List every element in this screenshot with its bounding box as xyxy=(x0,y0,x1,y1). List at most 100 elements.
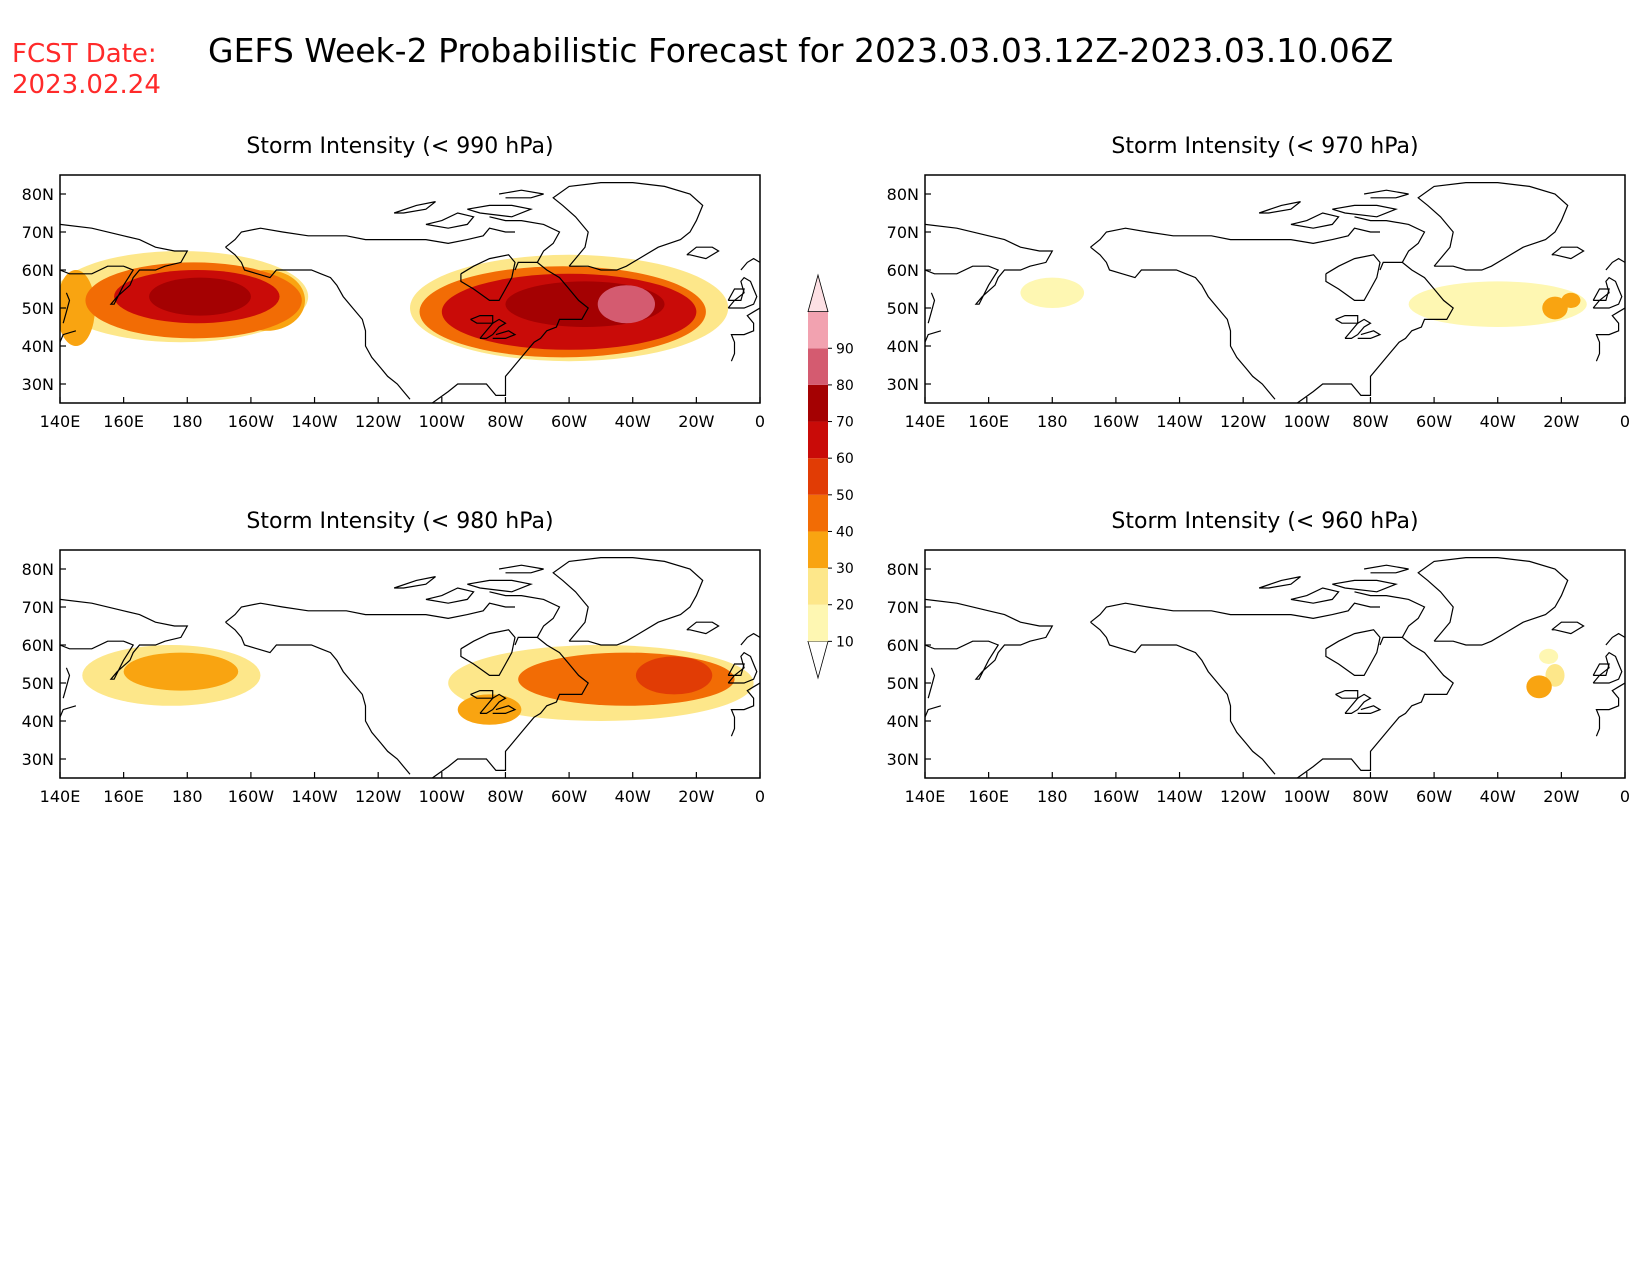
probability-field xyxy=(82,645,754,725)
y-tick-label: 80N xyxy=(887,560,919,579)
coastline xyxy=(1357,705,1382,715)
x-tick-label: 160E xyxy=(103,787,144,806)
x-tick-label: 120W xyxy=(355,412,402,431)
colorbar-swatch xyxy=(808,604,828,642)
probability-blob xyxy=(1545,664,1565,687)
map-frame xyxy=(924,174,1626,404)
coastline xyxy=(727,651,758,684)
x-tick-label: 80W xyxy=(1352,787,1388,806)
coastline xyxy=(1258,201,1301,214)
colorbar-swatch xyxy=(808,421,828,459)
x-tick-label: 0 xyxy=(1620,412,1630,431)
x-tick-label: 100W xyxy=(1284,412,1331,431)
colorbar-swatch xyxy=(808,494,828,532)
probability-field xyxy=(1526,648,1565,699)
colorbar-swatch xyxy=(808,568,828,605)
coastline xyxy=(425,587,475,604)
x-tick-label: 180 xyxy=(172,787,203,806)
y-tick-label: 50N xyxy=(22,674,54,693)
y-tick-label: 60N xyxy=(887,261,919,280)
coastline xyxy=(1325,629,1381,677)
coastline xyxy=(467,204,534,218)
panel-title: Storm Intensity (< 980 hPa) xyxy=(246,509,553,534)
x-tick-label: 40W xyxy=(615,787,651,806)
colorbar-label: 70 xyxy=(836,415,854,431)
coastline xyxy=(1258,576,1301,589)
coastline xyxy=(479,693,507,715)
colorbar-swatch xyxy=(808,531,828,569)
coastline xyxy=(1417,182,1569,271)
coastline xyxy=(1090,246,1276,400)
colorbar-swatch xyxy=(807,273,829,313)
coastline xyxy=(62,292,71,324)
x-tick-label: 60W xyxy=(551,412,587,431)
colorbar-label: 30 xyxy=(836,561,854,577)
x-tick-label: 120W xyxy=(355,787,402,806)
y-tick-label: 30N xyxy=(887,750,919,769)
y-tick-label: 40N xyxy=(887,712,919,731)
coastlines xyxy=(60,556,760,778)
coastline xyxy=(552,556,704,646)
coastline xyxy=(1332,204,1399,218)
coastline xyxy=(225,246,411,400)
x-tick-label: 180 xyxy=(1037,412,1068,431)
probability-blob xyxy=(60,270,95,346)
y-tick-label: 80N xyxy=(22,560,54,579)
coastline xyxy=(60,330,77,343)
coastlines xyxy=(60,182,760,403)
coastline xyxy=(1296,261,1454,403)
map-panel-2: Storm Intensity (< 970 hPa) 140E 160E 180 16… xyxy=(887,134,1630,431)
colorbar-label: 60 xyxy=(836,451,854,467)
map-frame xyxy=(59,174,761,404)
colorbar-swatch xyxy=(807,640,829,680)
x-tick-label: 60W xyxy=(1416,787,1452,806)
coastline xyxy=(740,257,760,271)
x-tick-label: 40W xyxy=(615,412,651,431)
coastline xyxy=(467,579,534,593)
coastline xyxy=(225,602,515,623)
x-tick-label: 160W xyxy=(228,412,275,431)
x-tick-label: 0 xyxy=(755,787,765,806)
coastline xyxy=(1290,212,1340,229)
probability-blob xyxy=(457,694,522,725)
coastline xyxy=(60,705,77,718)
map-panel-3: Storm Intensity (< 980 hPa) 140E 160E 180 16… xyxy=(22,509,765,806)
coastline xyxy=(1354,591,1426,638)
coastline xyxy=(431,636,589,778)
x-tick-label: 140E xyxy=(905,787,946,806)
probability-field xyxy=(60,251,729,362)
coastline xyxy=(62,667,71,699)
colorbar-swatch xyxy=(808,458,828,495)
colorbar-swatch xyxy=(808,384,828,422)
map-frame xyxy=(59,549,761,779)
coastline xyxy=(727,663,745,677)
x-tick-label: 160W xyxy=(1093,787,1140,806)
coastline xyxy=(470,689,494,699)
coastline xyxy=(1344,693,1372,715)
coastline xyxy=(479,318,507,339)
probability-blob xyxy=(1526,675,1552,699)
coastline xyxy=(60,598,189,680)
coastline xyxy=(470,315,494,324)
coastline xyxy=(1363,189,1409,199)
coastline xyxy=(498,564,544,574)
coastline xyxy=(489,216,561,263)
colorbar-label: 20 xyxy=(836,598,854,614)
probability-blob xyxy=(1539,648,1559,665)
probability-blob xyxy=(1561,292,1581,308)
coastline xyxy=(740,632,760,646)
coastline xyxy=(1605,632,1625,646)
x-tick-label: 140E xyxy=(40,787,81,806)
coastline xyxy=(730,682,760,737)
y-tick-label: 70N xyxy=(22,598,54,617)
y-tick-label: 50N xyxy=(22,299,54,318)
y-tick-label: 60N xyxy=(22,636,54,655)
y-tick-label: 60N xyxy=(887,636,919,655)
x-tick-label: 80W xyxy=(487,412,523,431)
y-tick-label: 70N xyxy=(887,598,919,617)
colorbar-swatch xyxy=(808,348,828,385)
coastline xyxy=(225,621,411,775)
colorbar: 10 20 30 40 50 60 70 80 90 xyxy=(807,273,854,680)
x-tick-label: 0 xyxy=(1620,787,1630,806)
x-tick-label: 120W xyxy=(1220,412,1267,431)
